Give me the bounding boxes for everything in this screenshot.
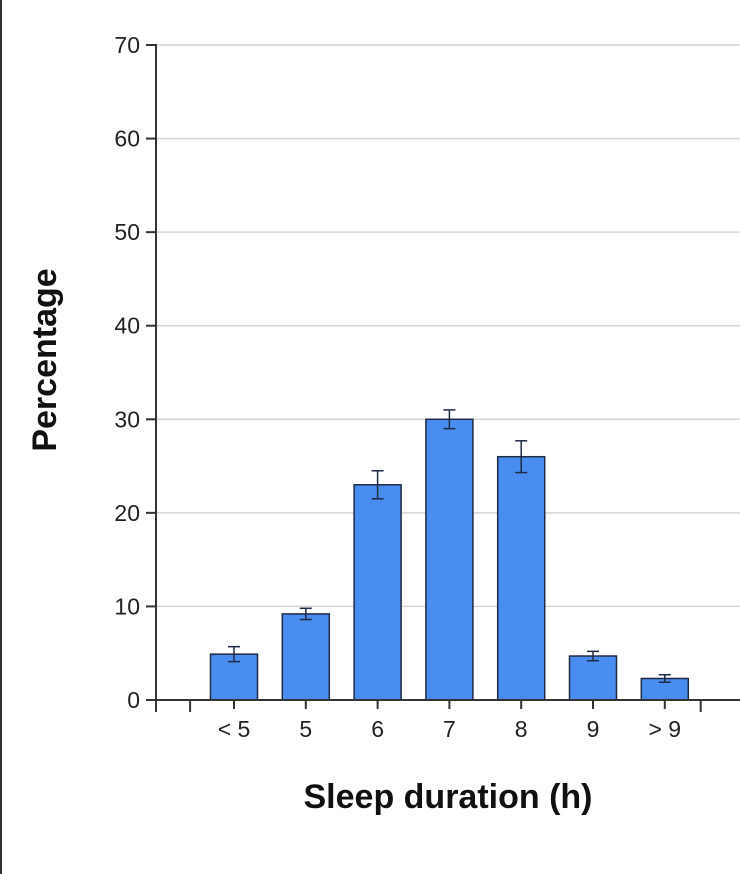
y-tick-label: 70 bbox=[114, 32, 140, 58]
y-tick-label: 40 bbox=[114, 313, 140, 339]
y-axis-title: Percentage bbox=[26, 268, 64, 451]
bar bbox=[281, 613, 331, 701]
tick-labels: 0 10 20 30 40 50 60 70 < 5 5 6 7 8 9 > 9 bbox=[114, 32, 681, 742]
x-tick-label: > 9 bbox=[648, 716, 681, 742]
bar bbox=[353, 484, 402, 701]
x-tick-label: < 5 bbox=[218, 716, 251, 742]
axes bbox=[146, 44, 740, 712]
y-tick-label: 10 bbox=[114, 593, 140, 619]
y-tick-label: 0 bbox=[127, 687, 140, 713]
y-tick-label: 50 bbox=[114, 219, 140, 245]
x-tick-label: 9 bbox=[587, 716, 600, 742]
x-tick-label: 6 bbox=[371, 716, 384, 742]
bar bbox=[425, 418, 474, 701]
x-tick-label: 8 bbox=[515, 716, 528, 742]
y-tick-label: 30 bbox=[114, 406, 140, 432]
x-tick-label: 5 bbox=[299, 716, 312, 742]
error-bars bbox=[228, 409, 671, 683]
bars bbox=[209, 418, 690, 701]
y-tick-label: 20 bbox=[114, 500, 140, 526]
bar bbox=[568, 655, 618, 701]
x-tick-label: 7 bbox=[443, 716, 456, 742]
bar bbox=[496, 455, 546, 701]
y-tick-label: 60 bbox=[114, 126, 140, 152]
x-axis-title: Sleep duration (h) bbox=[304, 778, 593, 816]
